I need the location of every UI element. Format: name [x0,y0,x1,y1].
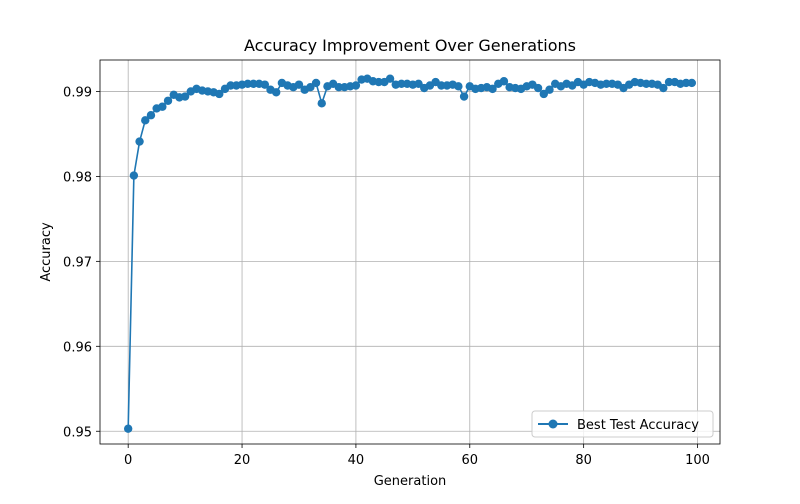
data-point [215,89,224,99]
y-axis-label: Accuracy [39,222,54,282]
x-tick-label: 0 [124,453,132,468]
data-point [545,85,554,94]
data-point [311,78,321,88]
data-point [123,424,133,433]
data-point [659,83,668,93]
data-point [294,80,304,89]
x-tick-label: 80 [575,453,592,468]
y-tick-label: 0.99 [63,85,92,100]
legend-box [531,410,714,438]
data-point [180,92,190,101]
data-point [385,74,395,83]
data-point [135,137,144,146]
data-point [141,116,150,125]
data-point [488,84,497,94]
y-tick-label: 0.96 [63,340,92,355]
data-point [146,111,156,120]
legend-marker [548,419,558,429]
data-point [533,83,543,93]
data-point [454,82,463,91]
data-point [272,88,281,97]
x-tick-label: 20 [234,453,251,468]
data-point [459,92,469,101]
markers [123,74,697,433]
chart-title: Accuracy Improvement Over Generations [244,36,576,55]
x-axis-ticks: 0 20 40 60 80 100 [124,444,710,468]
data-point [351,81,361,90]
data-point [260,80,270,89]
x-tick-label: 60 [462,453,479,468]
y-axis-ticks: 0.95 0.96 0.97 0.98 0.99 [63,85,100,440]
data-point [129,171,139,180]
data-point [158,102,167,111]
y-tick-label: 0.95 [63,425,92,440]
legend: Best Test Accuracy [531,410,714,438]
y-tick-label: 0.98 [63,170,92,185]
data-point [687,78,697,88]
x-axis-label: Generation [374,474,447,489]
data-point [163,96,173,105]
x-tick-label: 100 [685,453,710,468]
x-tick-label: 40 [348,453,365,468]
y-tick-label: 0.97 [63,255,92,270]
legend-label: Best Test Accuracy [577,418,699,433]
plot-frame [99,59,721,445]
data-point [317,99,326,108]
data-point [499,77,509,86]
